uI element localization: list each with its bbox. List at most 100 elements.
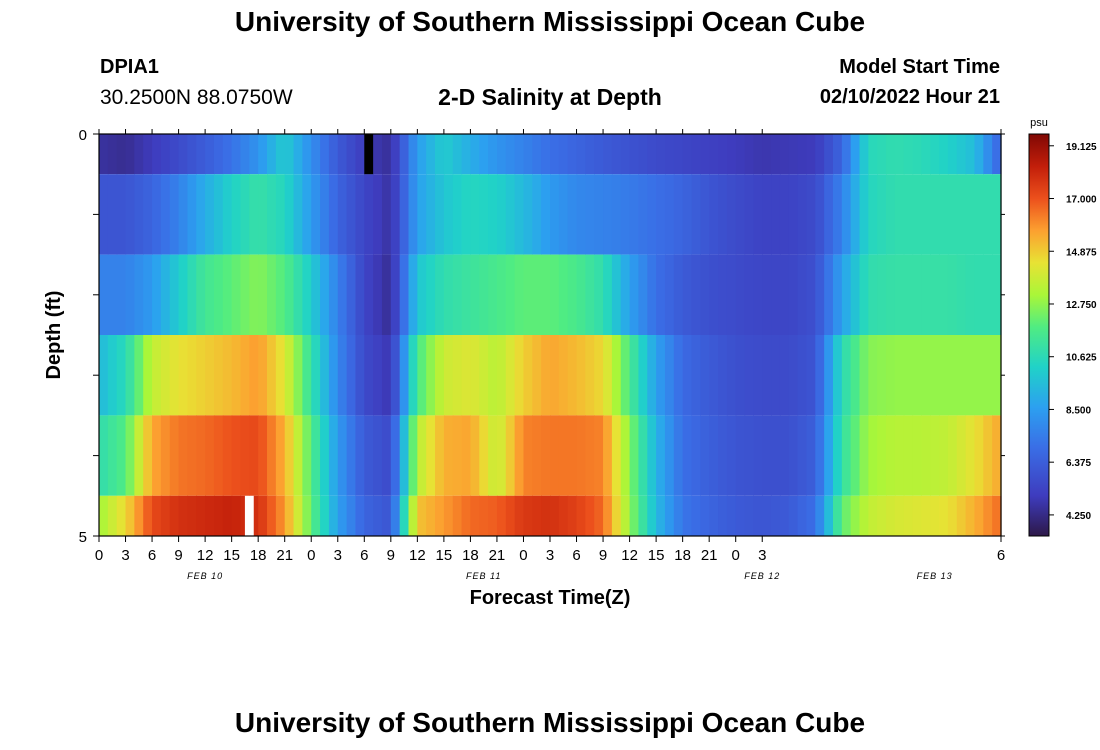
heatmap-cell	[408, 335, 418, 416]
heatmap-cell	[240, 174, 250, 255]
heatmap-cell	[824, 174, 834, 255]
heatmap-cell	[788, 134, 799, 175]
heatmap-cell	[965, 134, 976, 175]
heatmap-cell	[947, 495, 958, 536]
heatmap-cell	[426, 335, 436, 416]
heatmap-cell	[107, 415, 118, 496]
heatmap-cell	[134, 134, 144, 175]
heatmap-cell	[841, 495, 852, 536]
heatmap-cell	[824, 495, 834, 536]
heatmap-cell	[311, 335, 321, 416]
heatmap-cell	[594, 174, 604, 255]
heatmap-cell	[797, 335, 808, 416]
heatmap-cell	[152, 415, 162, 496]
heatmap-cell	[293, 174, 303, 255]
heatmap-cell	[479, 254, 489, 335]
heatmap-cell	[815, 174, 825, 255]
heatmap-cell	[567, 415, 578, 496]
heatmap-cell	[824, 254, 834, 335]
heatmap-cell	[178, 174, 189, 255]
x-tick-label: 15	[223, 547, 240, 564]
heatmap-cell	[187, 335, 197, 416]
heatmap-cell	[912, 495, 923, 536]
heatmap-cell	[187, 495, 197, 536]
heatmap-cell	[947, 174, 958, 255]
heatmap-cell	[160, 415, 171, 496]
heatmap-cell	[850, 335, 861, 416]
heatmap-cell	[222, 495, 233, 536]
heatmap-cell	[638, 174, 648, 255]
heatmap-cells	[99, 134, 1002, 536]
heatmap-cell	[249, 134, 259, 175]
heatmap-cell	[664, 495, 675, 536]
heatmap-cell	[585, 174, 595, 255]
heatmap-cell	[417, 174, 427, 255]
colorbar-tick-label: 10.625	[1066, 353, 1097, 364]
heatmap-cell	[788, 495, 799, 536]
heatmap-cell	[939, 134, 949, 175]
heatmap-cell	[461, 415, 472, 496]
heatmap-cell	[125, 335, 135, 416]
heatmap-cell	[735, 495, 746, 536]
heatmap-cell	[417, 495, 427, 536]
heatmap-cell	[550, 134, 560, 175]
heatmap-cell	[293, 134, 303, 175]
heatmap-cell	[841, 134, 852, 175]
heatmap-cell	[859, 254, 869, 335]
heatmap-cell	[974, 335, 984, 416]
heatmap-cell	[868, 495, 878, 536]
heatmap-cell	[877, 254, 887, 335]
x-tick-label: 12	[197, 547, 214, 564]
heatmap-cell	[320, 335, 330, 416]
heatmap-cell	[992, 495, 1002, 536]
heatmap-cell	[355, 134, 365, 175]
heatmap-cell	[921, 134, 931, 175]
x-tick-label: 6	[148, 547, 156, 564]
heatmap-cell	[788, 254, 799, 335]
heatmap-cell	[558, 335, 569, 416]
heatmap-cell	[939, 495, 949, 536]
heatmap-cell	[213, 335, 224, 416]
heatmap-cell	[231, 134, 242, 175]
heatmap-cell	[523, 335, 533, 416]
heatmap-cell	[753, 134, 763, 175]
heatmap-cell	[505, 254, 516, 335]
heatmap-cell	[664, 134, 675, 175]
heatmap-cell	[532, 134, 542, 175]
heatmap-cell	[205, 495, 215, 536]
heatmap-cell	[222, 134, 233, 175]
heatmap-cell	[240, 134, 250, 175]
heatmap-cell	[275, 495, 286, 536]
colorbar: psu 19.125 17.000 14.875 12.750 10.625 8.500 6…	[1028, 117, 1097, 537]
missing-data-cell	[364, 134, 374, 175]
heatmap-cell	[682, 254, 693, 335]
heatmap-cell	[691, 174, 701, 255]
heatmap-cell	[267, 134, 277, 175]
heatmap-cell	[718, 254, 728, 335]
heatmap-cell	[620, 254, 631, 335]
heatmap-cell	[974, 415, 984, 496]
heatmap-cell	[461, 134, 472, 175]
heatmap-cell	[903, 335, 914, 416]
heatmap-cell	[912, 335, 923, 416]
heatmap-cell	[337, 254, 348, 335]
heatmap-cell	[187, 254, 197, 335]
heatmap-cell	[523, 174, 533, 255]
heatmap-cell	[169, 174, 180, 255]
heatmap-cell	[381, 495, 392, 536]
heatmap-cell	[320, 415, 330, 496]
heatmap-cell	[116, 134, 127, 175]
heatmap-cell	[293, 254, 303, 335]
heatmap-cell	[806, 495, 816, 536]
heatmap-cell	[921, 174, 931, 255]
heatmap-cell	[152, 134, 162, 175]
heatmap-cell	[328, 254, 339, 335]
heatmap-cell	[647, 134, 657, 175]
heatmap-cell	[718, 134, 728, 175]
heatmap-cell	[275, 254, 286, 335]
heatmap-cell	[125, 415, 135, 496]
heatmap-cell	[576, 415, 586, 496]
heatmap-cell	[373, 254, 383, 335]
heatmap-cell	[196, 415, 206, 496]
heatmap-cell	[134, 495, 144, 536]
